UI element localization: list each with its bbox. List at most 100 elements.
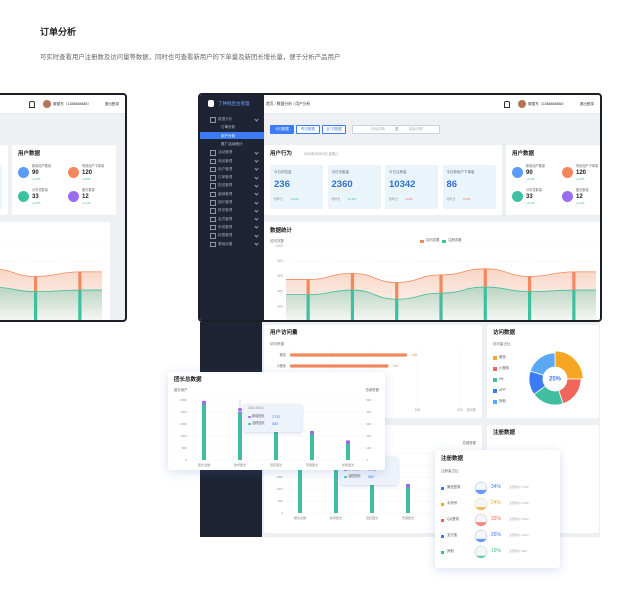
logout[interactable]: 退出登录 [104,102,119,106]
filter-button[interactable]: 昨日数据 [296,125,320,134]
card-title: 注册数据 [441,456,464,462]
row-name: 微信登录 [447,485,461,489]
filter-button[interactable]: 近7日数据 [322,125,346,134]
row-note: 注册用户 1630 [509,517,529,522]
date-range[interactable]: 开始日期 至 结束日期 [352,125,440,134]
y-tick-label: 500 [278,499,283,503]
axis-label: 访问量 [466,408,476,412]
menu-item[interactable]: 订单管理 [218,175,233,180]
stat-change: -0.9% [405,197,413,201]
date-end: 结束日期 [409,126,423,131]
user-change: +0.3% [32,177,41,181]
menu-item[interactable]: 用户分析 [221,133,236,138]
top-bar: 退出登录 黎银东（1388888888） [0,95,125,114]
menu-arrow [254,191,259,196]
tooltip-dot [237,407,243,413]
menu-icon [210,191,216,198]
menu-item[interactable]: 数据分析 [218,117,233,121]
date-sep: 至 [395,126,399,131]
menu-icon [210,166,216,173]
menu-item[interactable]: 基础设置 [218,241,233,246]
legend-swatch [420,239,424,243]
menu-item[interactable]: 推广活动统计 [221,141,243,146]
access-card: 访问数据 访问量占比 微信 小程序 H5 APP 其他 25% [487,325,599,418]
legend-swatch [493,378,497,382]
y-tick-label: 0 [281,320,283,322]
user-icon [562,191,573,202]
tooltip-name: 新增团长 [252,414,265,418]
gauge-fill [475,538,487,542]
user-change: +0.1% [576,201,585,205]
sidebar: 丁钟网后台管理 数据分析 订单分析 用户分析 推广活动统计 活动管理 商品管理 用户管理 订单管… [200,95,264,320]
user-label: 分享总数量 [526,188,542,192]
filter-button[interactable]: 今日数据 [270,125,294,134]
y-tick-label: 600 [278,274,284,278]
user-value: 33 [32,194,39,200]
bar-bottom [395,299,399,320]
stat-label: 今日浏览量 [274,170,292,174]
stat-change: -0.9% [462,197,471,201]
gauge-fill [475,522,487,526]
menu-item[interactable]: 营销管理 [218,191,233,196]
menu-item[interactable]: 用户管理 [218,166,233,171]
user-label: 新增用户数量 [526,164,546,168]
row-swatch [441,550,444,554]
y2-tick-label: 100 [366,446,371,450]
bar-bottom [572,290,576,320]
y-tick-label: 1000 [276,487,283,491]
user-label: 团长数量 [576,188,589,192]
menu-item[interactable]: 团长管理 [218,200,233,204]
stats-chart-card: 数据统计访问次数访问次数注册次数020040060080010002020.06… [264,222,600,322]
user-value: 120 [82,170,93,176]
legend-swatch [493,400,497,404]
tooltip-dot [248,415,251,418]
menu-icon [210,183,216,189]
user-value: 12 [82,194,89,200]
menu-item[interactable]: 活动管理 [218,150,233,155]
y-tick-label: 400 [278,289,284,293]
stat-note: 较昨日 [389,197,399,201]
y-axis-label: 团长用户 [174,388,188,392]
legend-swatch [493,356,497,360]
menu-arrow [254,158,259,163]
card-subtitle: 访问来源 [270,342,284,346]
user-icon [562,167,573,178]
bar-bottom [483,287,487,320]
user-value: 120 [576,170,587,176]
row-name: QQ登录 [447,517,460,521]
x-tick-label: 新增团长 [330,515,342,520]
menu-item[interactable]: 商品管理 [218,158,233,163]
legend-label: 微信 [499,355,506,359]
x-tick-label: 优秀团长 [342,462,354,467]
menu-item[interactable]: 订单分析 [221,125,236,130]
avatar [43,100,51,108]
y2-tick-label: 400 [366,410,371,414]
y-tick-label: 2000 [180,410,187,414]
bar [290,353,408,357]
legend-swatch [493,389,497,393]
chart: 0 500 1000 1500 2000 2500 0 100 200 300 400 500 团长总数… [180,398,371,467]
card-title: 团长总数据 [174,377,202,383]
user-icon [18,167,29,178]
card-date: 2020年06月06日 星期六 [304,151,339,156]
y-tick-label: 1500 [276,475,283,479]
card-subtitle: 注册量占比 [441,469,459,473]
chart [474,481,488,559]
menu-item[interactable]: 权限管理 [218,233,233,238]
menu-item[interactable]: 财务管理 [218,208,233,213]
user-label: 新增用户数量 [32,164,52,168]
menu-item[interactable]: 配送管理 [218,183,233,188]
bar [370,481,374,513]
user-value: 33 [526,194,533,200]
card-title: 用户访问量 [270,330,298,336]
stat-box: 今日注册量 10342 较昨日 -0.9% [385,165,438,209]
menu-item[interactable]: 系统管理 [218,224,233,229]
row-swatch [441,518,444,522]
bar-cap [310,430,314,435]
menu-item[interactable]: 会员管理 [218,216,233,221]
bar [298,454,302,513]
stat-value: 236 [274,179,290,190]
logout[interactable]: 退出登录 [579,102,594,106]
menu-icon [210,175,216,181]
